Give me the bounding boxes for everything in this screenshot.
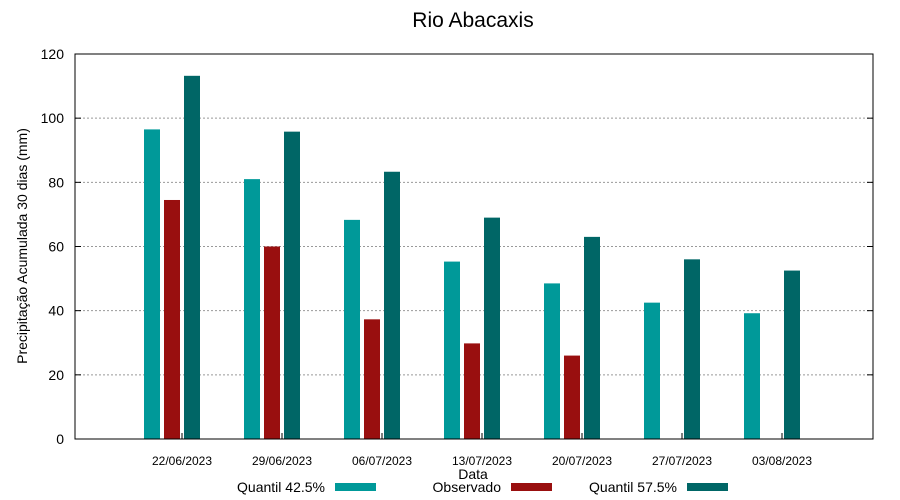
bar-quantil-42-5 bbox=[644, 302, 660, 439]
bar-quantil-57-5 bbox=[284, 131, 300, 439]
y-tick-label: 0 bbox=[56, 431, 64, 447]
grid-lines bbox=[75, 117, 873, 376]
bar-quantil-42-5 bbox=[744, 313, 760, 439]
bar-quantil-57-5 bbox=[784, 270, 800, 439]
bar-quantil-57-5 bbox=[184, 75, 200, 440]
bar-observado bbox=[264, 246, 280, 439]
chart-title: Rio Abacaxis bbox=[412, 9, 533, 32]
bar-observado bbox=[164, 199, 180, 439]
y-tick-label: 40 bbox=[48, 303, 64, 319]
legend-label: Quantil 42.5% bbox=[237, 479, 325, 495]
x-tick-label: 27/07/2023 bbox=[652, 454, 712, 468]
bar-quantil-57-5 bbox=[584, 236, 600, 439]
bars bbox=[144, 75, 800, 440]
bar-quantil-42-5 bbox=[444, 261, 460, 439]
y-tick-label: 80 bbox=[48, 174, 64, 190]
x-tick-label: 29/06/2023 bbox=[252, 454, 312, 468]
bar-observado bbox=[464, 343, 480, 439]
bar-quantil-57-5 bbox=[684, 259, 700, 439]
y-tick-label: 100 bbox=[41, 110, 65, 126]
x-tick-label: 22/06/2023 bbox=[152, 454, 212, 468]
x-tick-label: 03/08/2023 bbox=[752, 454, 812, 468]
legend-label: Quantil 57.5% bbox=[589, 479, 677, 495]
legend-swatch bbox=[511, 483, 552, 491]
y-tick-label: 120 bbox=[41, 46, 65, 62]
bar-quantil-57-5 bbox=[384, 171, 400, 439]
legend-swatch bbox=[687, 483, 728, 491]
legend-swatch bbox=[335, 483, 376, 491]
bar-quantil-42-5 bbox=[544, 283, 560, 439]
bar-quantil-42-5 bbox=[244, 179, 260, 439]
bar-quantil-42-5 bbox=[144, 129, 160, 440]
bar-observado bbox=[364, 319, 380, 439]
x-tick-label: 13/07/2023 bbox=[452, 454, 512, 468]
y-tick-label: 20 bbox=[48, 367, 64, 383]
y-axis-ticks: 0 20 40 60 80 100 120 bbox=[41, 46, 873, 447]
bar-observado bbox=[564, 355, 580, 439]
legend: Quantil 42.5% Observado Quantil 57.5% bbox=[237, 479, 728, 495]
bar-quantil-42-5 bbox=[344, 219, 360, 439]
y-tick-label: 60 bbox=[48, 239, 64, 255]
x-axis-ticks: 22/06/2023 29/06/2023 06/07/2023 13/07/2023… bbox=[152, 433, 812, 468]
x-tick-label: 06/07/2023 bbox=[352, 454, 412, 468]
y-axis-label: Precipitação Acumulada 30 dias (mm) bbox=[14, 128, 30, 364]
legend-label: Observado bbox=[433, 479, 502, 495]
x-tick-label: 20/07/2023 bbox=[552, 454, 612, 468]
bar-quantil-57-5 bbox=[484, 217, 500, 439]
x-axis-label: Data bbox=[458, 466, 488, 482]
